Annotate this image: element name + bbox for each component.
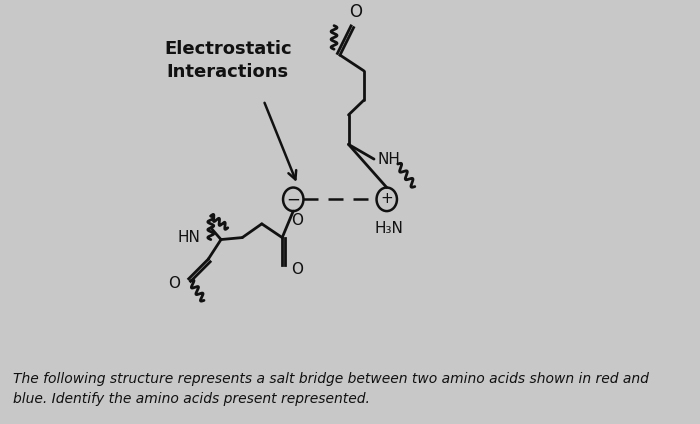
Text: H₃N: H₃N [374, 221, 403, 236]
Text: +: + [380, 191, 393, 206]
Text: −: − [286, 190, 300, 208]
Text: NH: NH [377, 152, 400, 167]
Text: O: O [290, 262, 302, 277]
Text: O: O [349, 3, 362, 21]
Text: O: O [168, 276, 180, 291]
Text: Electrostatic
Interactions: Electrostatic Interactions [164, 40, 292, 81]
Text: O: O [290, 213, 302, 229]
Text: The following structure represents a salt bridge between two amino acids shown i: The following structure represents a sal… [13, 372, 649, 406]
Text: HN: HN [177, 230, 200, 245]
